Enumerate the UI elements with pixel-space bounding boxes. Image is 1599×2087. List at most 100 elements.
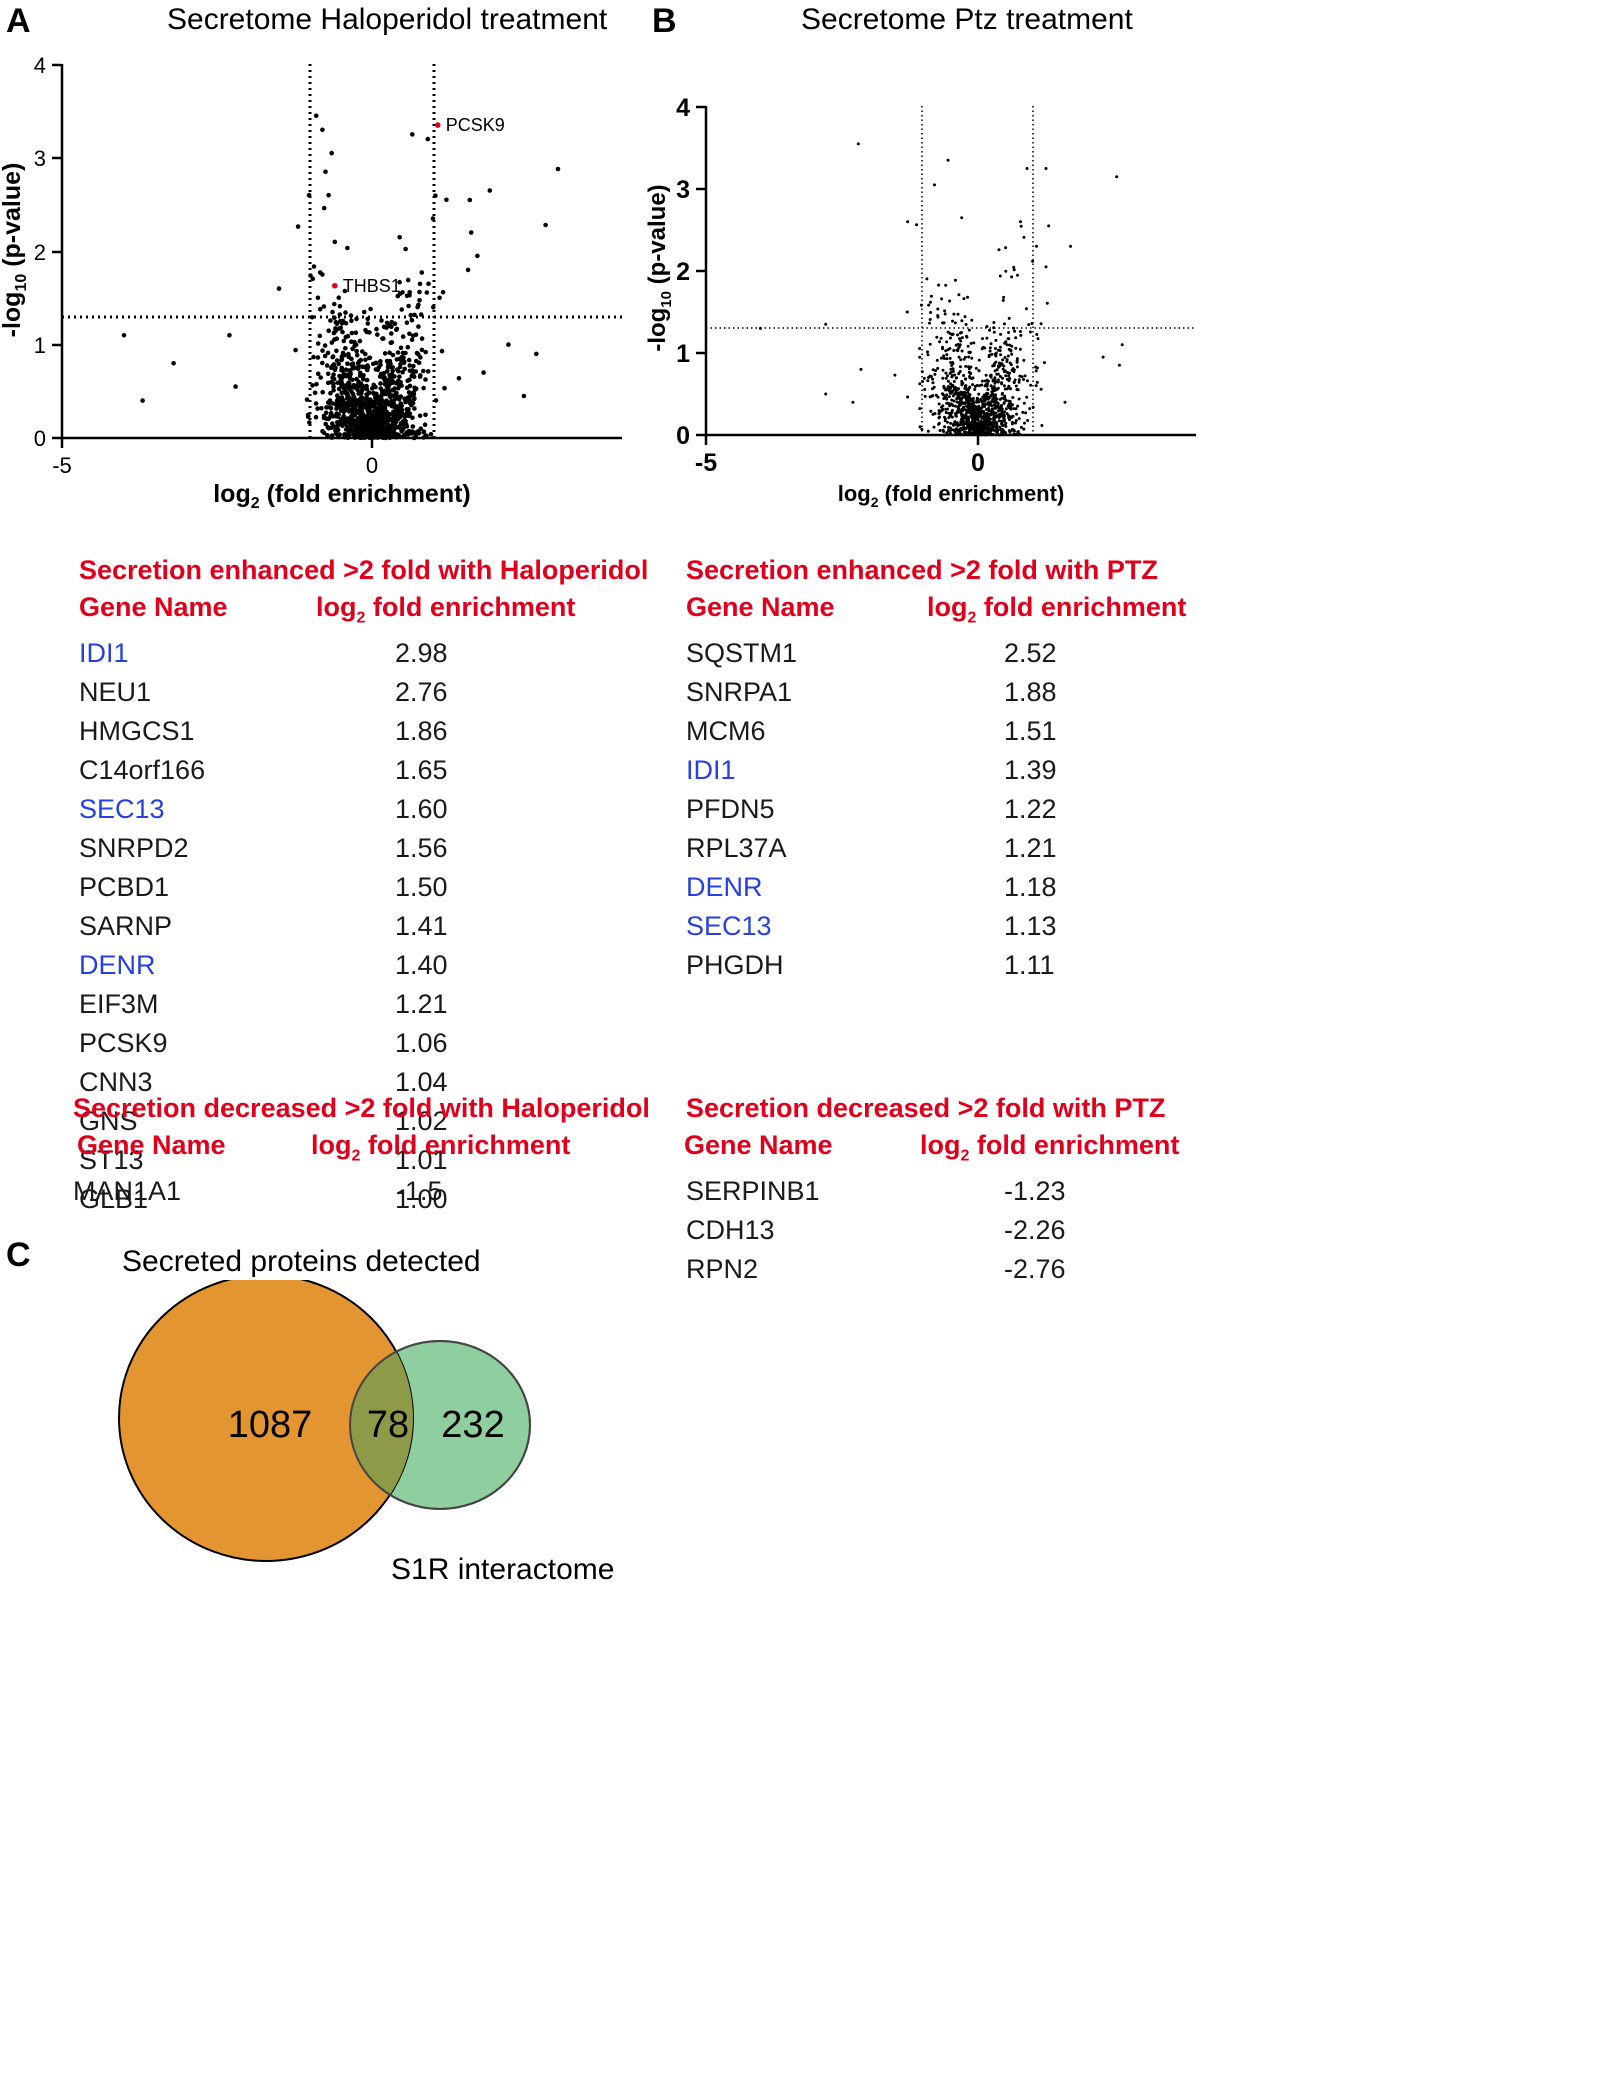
data-point xyxy=(1035,244,1038,248)
data-point xyxy=(960,407,964,411)
gene-name-cell: SERPINB1 xyxy=(686,1176,820,1206)
data-point xyxy=(1008,403,1012,406)
data-point xyxy=(1020,375,1024,379)
fold-enrichment-cell: 1.41 xyxy=(395,911,448,941)
data-point xyxy=(389,319,395,325)
data-point xyxy=(947,402,951,406)
data-point xyxy=(999,332,1003,336)
data-point xyxy=(984,373,988,377)
data-point xyxy=(402,396,407,402)
data-point xyxy=(322,343,328,348)
data-point xyxy=(276,286,282,291)
data-point xyxy=(467,197,473,203)
data-point xyxy=(1000,411,1004,415)
data-point xyxy=(401,360,407,366)
data-point xyxy=(1007,347,1011,351)
data-point xyxy=(364,377,370,383)
data-point xyxy=(906,395,910,399)
venn-set-label-s1r: S1R interactome xyxy=(391,1553,615,1586)
data-point xyxy=(337,312,343,317)
data-point xyxy=(331,372,336,377)
data-point xyxy=(410,372,416,377)
data-point xyxy=(389,388,395,393)
table-row: EIF3M 1.21 xyxy=(79,989,599,1028)
data-point xyxy=(991,387,995,390)
data-point xyxy=(365,367,370,373)
data-point xyxy=(971,399,975,403)
fold-enrichment-cell: 1.40 xyxy=(395,950,448,980)
data-point xyxy=(938,429,942,432)
gene-name-cell: EIF3M xyxy=(79,989,159,1019)
plot-b-x-tick-label: 0 xyxy=(971,449,985,477)
data-point xyxy=(384,420,390,425)
data-point xyxy=(1027,323,1031,327)
table-row: CNN3 1.04 xyxy=(79,1067,599,1106)
data-point xyxy=(937,283,941,287)
data-point xyxy=(954,343,958,347)
data-point xyxy=(972,422,976,425)
data-point xyxy=(345,392,350,398)
data-point xyxy=(993,404,997,408)
data-point xyxy=(933,412,937,416)
data-point xyxy=(408,399,413,405)
data-point xyxy=(958,370,962,373)
data-point xyxy=(328,318,333,323)
data-point xyxy=(355,366,361,372)
data-point xyxy=(363,357,368,363)
data-point xyxy=(481,370,486,375)
data-point xyxy=(936,307,940,311)
data-point xyxy=(1035,333,1039,336)
fold-enrichment-cell: 1.65 xyxy=(395,755,448,785)
data-point xyxy=(378,371,384,377)
data-point xyxy=(368,306,373,312)
gene-name-cell: SNRPA1 xyxy=(686,677,793,707)
data-point xyxy=(407,394,413,399)
data-point xyxy=(437,295,442,301)
data-point xyxy=(1026,379,1029,383)
data-point xyxy=(1040,424,1044,427)
data-point xyxy=(964,386,968,390)
data-point xyxy=(941,428,945,432)
data-point xyxy=(1120,343,1124,347)
data-point xyxy=(959,390,963,394)
data-point xyxy=(993,388,997,392)
data-point xyxy=(991,379,995,383)
data-point xyxy=(979,414,982,418)
data-point xyxy=(1015,357,1019,361)
data-point xyxy=(355,384,361,390)
data-point xyxy=(348,426,353,432)
data-point xyxy=(339,378,344,383)
fold-enrichment-cell: 1.01 xyxy=(395,1145,448,1175)
data-point xyxy=(407,292,412,298)
table-row: CDH13 -2.26 xyxy=(686,1215,1206,1254)
data-point xyxy=(394,327,399,333)
data-point xyxy=(1005,377,1009,381)
data-point xyxy=(941,408,945,411)
data-point xyxy=(406,390,412,395)
data-point xyxy=(342,288,348,294)
table-row: NEU1 2.76 xyxy=(79,677,599,716)
data-point xyxy=(332,301,337,307)
data-point xyxy=(950,374,954,378)
data-point xyxy=(336,295,342,301)
data-point xyxy=(1001,376,1004,380)
data-point xyxy=(1003,419,1006,422)
data-point xyxy=(967,355,971,359)
data-point xyxy=(969,365,973,369)
data-point xyxy=(957,355,961,359)
data-point xyxy=(958,396,962,400)
data-point xyxy=(962,401,966,405)
data-point xyxy=(993,369,997,373)
data-point xyxy=(1019,220,1022,224)
data-point xyxy=(963,390,966,394)
gene-name-cell: ST13 xyxy=(79,1145,144,1175)
data-point xyxy=(417,298,422,303)
data-point xyxy=(1005,343,1009,347)
data-point xyxy=(329,150,335,156)
data-point xyxy=(1018,347,1022,351)
data-point xyxy=(962,297,966,301)
data-point xyxy=(347,409,352,414)
data-point xyxy=(1022,235,1026,239)
data-point xyxy=(1013,329,1017,333)
data-point xyxy=(339,368,344,373)
